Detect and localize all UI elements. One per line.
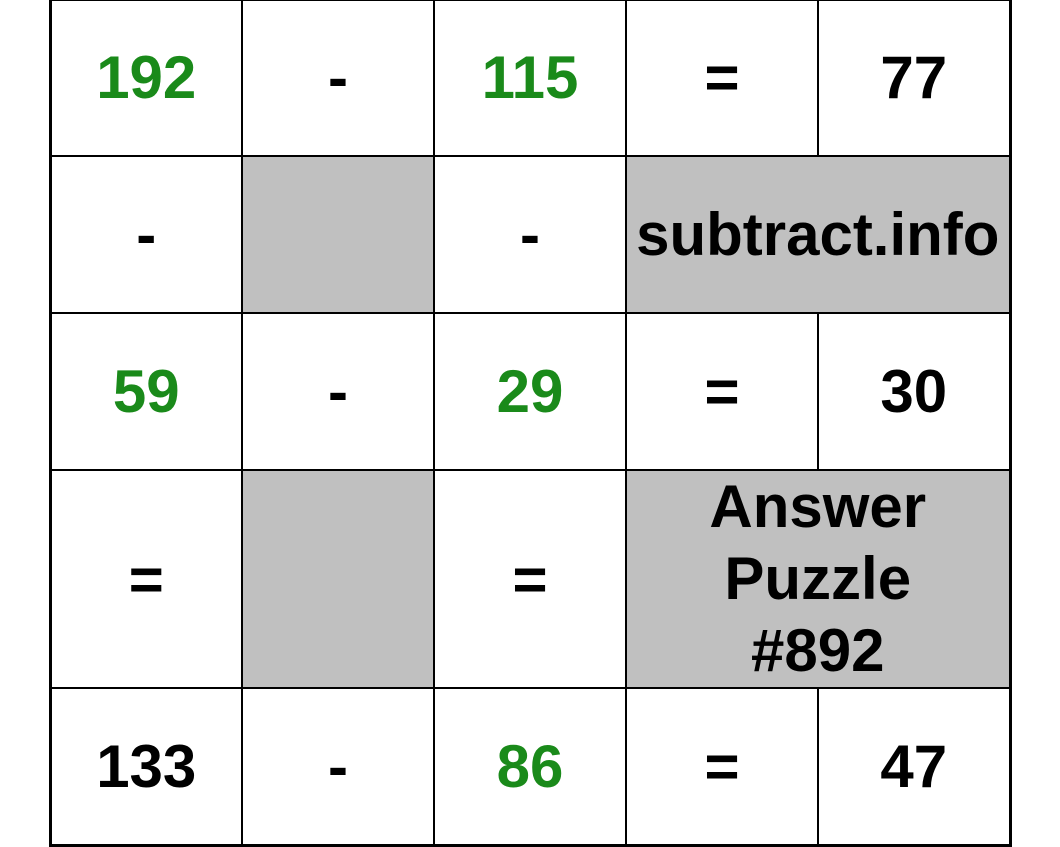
- cell-r1c4: =: [626, 0, 818, 156]
- puzzle-grid: 192 - 115 = 77 - - subtract.info 59 - 29…: [49, 0, 1012, 847]
- cell-r5c2: -: [242, 688, 434, 845]
- cell-r2c1: -: [50, 156, 242, 313]
- cell-r3c5: 30: [818, 313, 1010, 470]
- cell-info: subtract.info: [626, 156, 1010, 313]
- cell-r1c3: 115: [434, 0, 626, 156]
- cell-r3c2: -: [242, 313, 434, 470]
- cell-r5c3: 86: [434, 688, 626, 845]
- cell-r4c3: =: [434, 470, 626, 688]
- cell-r5c5: 47: [818, 688, 1010, 845]
- answer-line2: #892: [751, 617, 884, 684]
- cell-r4c1: =: [50, 470, 242, 688]
- row-3: 59 - 29 = 30: [50, 313, 1010, 470]
- cell-r1c5: 77: [818, 0, 1010, 156]
- cell-r2c2-gray: [242, 156, 434, 313]
- cell-r1c1: 192: [50, 0, 242, 156]
- cell-r4c2-gray: [242, 470, 434, 688]
- row-5: 133 - 86 = 47: [50, 688, 1010, 845]
- answer-line1: Answer Puzzle: [709, 473, 926, 612]
- row-4: = = Answer Puzzle #892: [50, 470, 1010, 688]
- cell-r3c4: =: [626, 313, 818, 470]
- row-2: - - subtract.info: [50, 156, 1010, 313]
- cell-answer: Answer Puzzle #892: [626, 470, 1010, 688]
- cell-r5c1: 133: [50, 688, 242, 845]
- cell-r3c3: 29: [434, 313, 626, 470]
- cell-r3c1: 59: [50, 313, 242, 470]
- cell-r5c4: =: [626, 688, 818, 845]
- cell-r1c2: -: [242, 0, 434, 156]
- row-1: 192 - 115 = 77: [50, 0, 1010, 156]
- cell-r2c3: -: [434, 156, 626, 313]
